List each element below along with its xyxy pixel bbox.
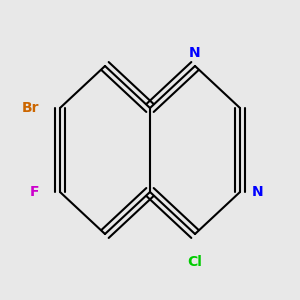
Text: N: N [252, 185, 264, 199]
Text: Br: Br [22, 101, 39, 115]
Text: N: N [189, 46, 201, 60]
Text: Cl: Cl [188, 255, 202, 269]
Text: F: F [29, 185, 39, 199]
